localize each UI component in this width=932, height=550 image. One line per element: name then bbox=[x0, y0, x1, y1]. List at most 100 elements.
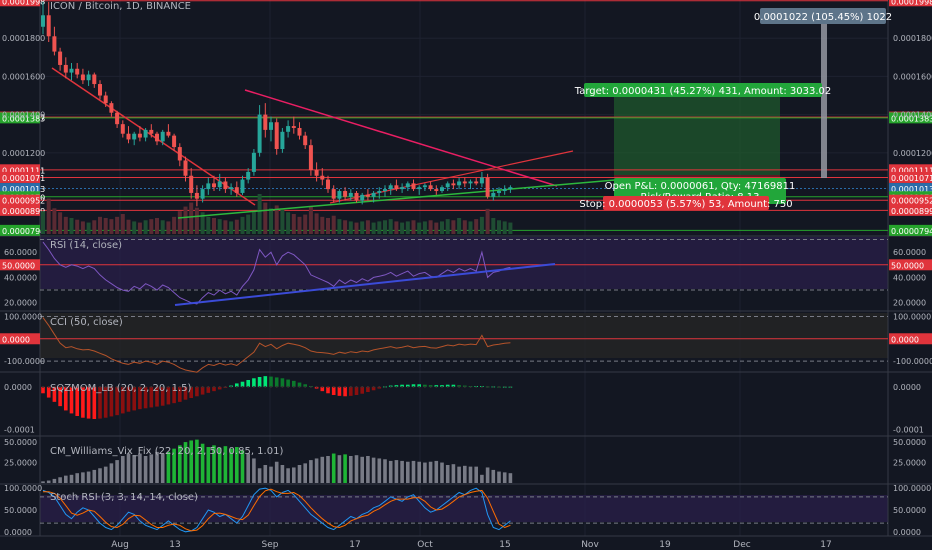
candle-body bbox=[308, 145, 313, 171]
candle-body bbox=[246, 171, 251, 180]
resistance-trend-line[interactable] bbox=[244, 89, 558, 187]
candle-body bbox=[314, 170, 319, 176]
volume-bar bbox=[183, 206, 188, 234]
sqzmom-tick-label: -0.0001 bbox=[4, 426, 35, 435]
price-level-tag-label: 0.0001998 bbox=[2, 0, 45, 6]
volume-bar bbox=[377, 221, 382, 234]
squeeze-dot bbox=[190, 385, 193, 388]
stoch-band bbox=[40, 495, 888, 522]
support-trend-line[interactable] bbox=[177, 179, 616, 219]
volume-bar bbox=[63, 216, 68, 234]
price-level-tag bbox=[0, 112, 40, 124]
squeeze-dot bbox=[372, 385, 375, 388]
vixfix-bar bbox=[440, 462, 444, 483]
cci-level-tag-label: 0.0000 bbox=[2, 335, 30, 344]
squeeze-dot bbox=[423, 385, 426, 388]
vixfix-bar bbox=[417, 461, 421, 483]
time-tick-label: Oct bbox=[417, 540, 433, 550]
vixfix-bar bbox=[337, 455, 342, 483]
sqzmom-bar bbox=[451, 384, 456, 387]
squeeze-dot bbox=[53, 385, 56, 388]
price-level-tag bbox=[0, 171, 40, 183]
vixfix-bar bbox=[81, 472, 85, 483]
rsi-trend-line[interactable] bbox=[174, 263, 556, 306]
vixfix-bar bbox=[354, 455, 359, 483]
volume-bar bbox=[445, 219, 450, 234]
squeeze-dot bbox=[309, 385, 312, 388]
target-label: Target: 0.0000431 (45.27%) 431, Amount: … bbox=[574, 86, 832, 97]
candle-body bbox=[103, 95, 108, 104]
candle-body bbox=[155, 133, 159, 142]
price-tick-label: 0.0001400 bbox=[893, 111, 932, 120]
candle-body bbox=[434, 189, 439, 192]
price-level-tag bbox=[0, 183, 40, 195]
position-target-zone[interactable] bbox=[614, 97, 780, 175]
cci-tick-label: -100.0000 bbox=[4, 357, 45, 366]
candle-body bbox=[360, 194, 365, 201]
rising-trend-line[interactable] bbox=[329, 150, 574, 204]
sqzmom-bar bbox=[252, 378, 256, 387]
volume-bar bbox=[280, 210, 285, 234]
cci-legend: CCI (50, close) bbox=[50, 317, 123, 328]
candle-body bbox=[257, 114, 262, 153]
volume-bar bbox=[206, 216, 211, 234]
volume-bar bbox=[303, 214, 308, 234]
volume-bar bbox=[212, 218, 216, 234]
squeeze-dot bbox=[110, 385, 113, 388]
sqzmom-bar bbox=[297, 382, 302, 387]
sqzmom-bar bbox=[178, 386, 182, 402]
squeeze-dot bbox=[264, 385, 267, 388]
vixfix-bar bbox=[178, 445, 182, 483]
vixfix-bar bbox=[366, 456, 370, 483]
squeeze-dot bbox=[270, 385, 272, 388]
squeeze-dot bbox=[64, 385, 67, 388]
squeeze-dot bbox=[218, 385, 221, 388]
vixfix-bar bbox=[491, 469, 496, 483]
volume-bar bbox=[497, 220, 501, 234]
vixfix-bar bbox=[269, 466, 273, 483]
vixfix-bar bbox=[155, 451, 159, 483]
volume-bar bbox=[326, 218, 330, 234]
vixfix-bar bbox=[457, 466, 461, 483]
sqzmom-bar bbox=[371, 386, 376, 391]
squeeze-dot bbox=[384, 385, 386, 388]
squeeze-dot bbox=[418, 385, 421, 388]
vixfix-bar bbox=[103, 466, 108, 483]
candle-body bbox=[189, 175, 194, 193]
squeeze-dot bbox=[429, 385, 432, 388]
cci-level-tag-label: 0.0000 bbox=[891, 335, 919, 344]
stoch-legend: Stoch RSI (3, 3, 14, 14, close) bbox=[50, 492, 198, 503]
vixfix-bar bbox=[121, 456, 125, 483]
vixfix-tick-label: 25.0000 bbox=[893, 459, 926, 468]
measure-bar[interactable] bbox=[821, 12, 827, 178]
price-level-tag-label: 0.0000794 bbox=[891, 227, 932, 236]
squeeze-dot bbox=[389, 385, 392, 388]
candle-body bbox=[240, 179, 245, 193]
volume-bar bbox=[411, 220, 416, 234]
volume-bar bbox=[132, 221, 137, 234]
candle-body bbox=[508, 187, 513, 190]
price-level-tag-label: 0.0001111 bbox=[891, 166, 932, 175]
sqzmom-bar bbox=[366, 386, 370, 392]
squeeze-dot bbox=[321, 385, 324, 388]
candle-body bbox=[428, 185, 433, 190]
price-level-tag-label: 0.0000899 bbox=[2, 207, 45, 216]
squeeze-dot bbox=[76, 385, 79, 388]
squeeze-dot bbox=[503, 385, 506, 388]
cci-tick-label: 100.0000 bbox=[893, 312, 931, 321]
price-level-tag bbox=[0, 224, 40, 236]
candle-body bbox=[474, 181, 479, 184]
squeeze-dot bbox=[435, 385, 438, 388]
candle-body bbox=[291, 126, 296, 128]
candle-body bbox=[137, 133, 142, 138]
vixfix-bar bbox=[166, 451, 171, 483]
sqzmom-bar bbox=[98, 386, 102, 419]
price-tick-label: 0.0001200 bbox=[2, 149, 45, 158]
squeeze-dot bbox=[81, 385, 84, 388]
squeeze-dot bbox=[344, 385, 347, 388]
sqzmom-bar bbox=[257, 377, 262, 387]
sqzmom-bar bbox=[217, 386, 222, 390]
cci-tick-label: -100.0000 bbox=[893, 357, 932, 366]
squeeze-dot bbox=[247, 385, 250, 388]
